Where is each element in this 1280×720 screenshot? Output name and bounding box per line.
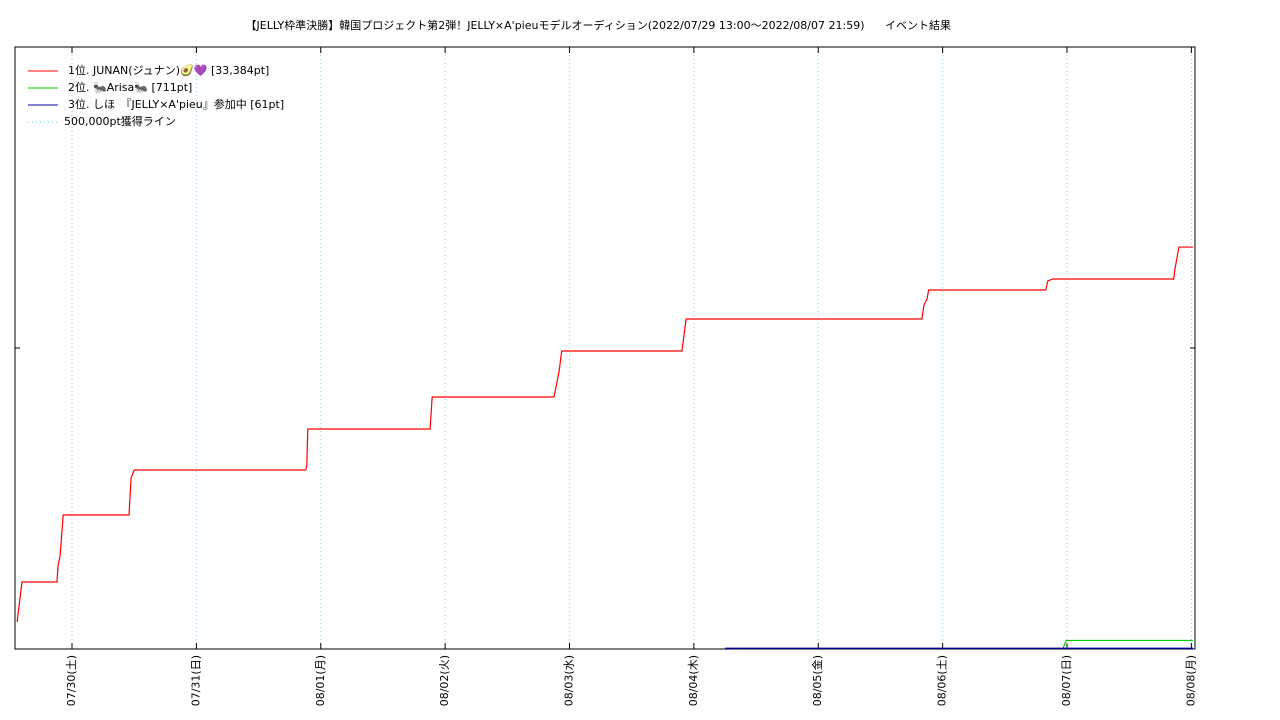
x-tick-label: 07/31(日) (189, 655, 202, 706)
x-tick-label: 08/03(水) (563, 655, 576, 706)
series-line (16, 246, 1193, 623)
x-tick-label: 08/02(火) (438, 655, 451, 706)
legend-label: 1位. JUNAN(ジュナン)🥑💜 [33,384pt] (68, 63, 269, 77)
legend-label: 500,000pt獲得ライン (64, 115, 176, 128)
x-tick-label: 08/07(日) (1060, 655, 1073, 706)
x-tick-label: 07/30(土) (65, 655, 78, 706)
legend-label: 2位. 🐜Arisa🐜 [711pt] (68, 80, 192, 94)
plot-frame (14, 46, 1196, 650)
x-tick-label: 08/06(土) (936, 655, 949, 706)
chart-subtitle: イベント結果 (885, 18, 951, 32)
series-line (1062, 639, 1193, 649)
x-tick-label: 08/04(木) (687, 655, 700, 706)
chart-title: 【JELLY枠準決勝】韓国プロジェクト第2弾！JELLY×A'pieuモデルオー… (246, 18, 865, 32)
x-tick-label: 08/01(月) (314, 655, 327, 706)
x-tick-label: 08/05(金) (810, 655, 824, 706)
x-tick-label: 08/08(月) (1184, 655, 1197, 706)
legend-label: 3位. しほ 『JELLY×A'pieu』参加中 [61pt] (68, 97, 284, 111)
plot-area (16, 246, 1193, 649)
